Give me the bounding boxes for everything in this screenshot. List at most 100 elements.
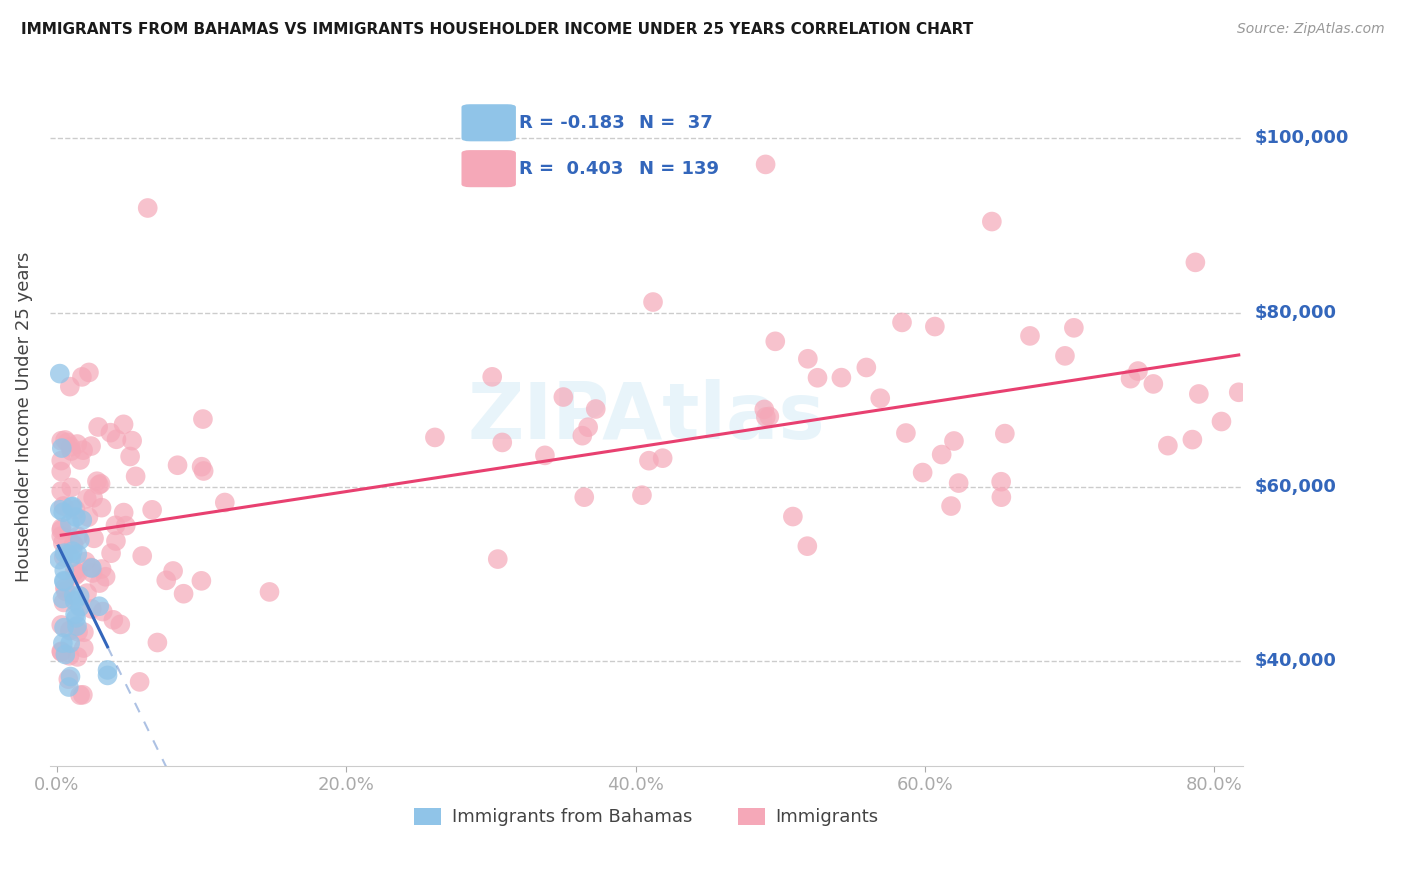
Point — [56, 435, 79, 450]
Point — [51, 453, 73, 467]
Point — [103, 613, 125, 627]
Point — [96, 668, 118, 682]
Point — [53, 581, 76, 595]
Text: $40,000: $40,000 — [1254, 652, 1336, 670]
Point — [58, 672, 80, 686]
Point — [60, 500, 83, 514]
Point — [52, 636, 75, 650]
Point — [755, 409, 778, 424]
Point — [869, 391, 891, 405]
Point — [72, 443, 94, 458]
Point — [62, 500, 84, 514]
Point — [758, 409, 780, 424]
Point — [52, 536, 75, 550]
Point — [924, 319, 946, 334]
Point — [1119, 372, 1142, 386]
Point — [1211, 415, 1233, 429]
Point — [63, 569, 86, 583]
Point — [80, 560, 103, 574]
Point — [52, 591, 75, 606]
Point — [894, 425, 917, 440]
Point — [94, 570, 117, 584]
Point — [1184, 255, 1206, 269]
Point — [51, 618, 73, 632]
Point — [62, 589, 84, 603]
Point — [90, 500, 112, 515]
Point — [60, 480, 83, 494]
Point — [49, 367, 72, 381]
Point — [104, 534, 127, 549]
Point — [83, 532, 105, 546]
Point — [939, 499, 962, 513]
Point — [59, 516, 82, 531]
Point — [65, 611, 87, 625]
Point — [59, 624, 82, 638]
Point — [553, 390, 575, 404]
Point — [782, 509, 804, 524]
Point — [51, 465, 73, 479]
Point — [53, 546, 76, 560]
Point — [52, 499, 75, 513]
Point — [69, 589, 91, 603]
Point — [100, 546, 122, 560]
Point — [72, 513, 94, 527]
Point — [796, 539, 818, 553]
Point — [73, 625, 96, 640]
Point — [51, 644, 73, 658]
Point — [65, 502, 87, 516]
Point — [69, 599, 91, 614]
Point — [124, 469, 146, 483]
Point — [77, 366, 100, 380]
Point — [52, 574, 75, 588]
Point — [63, 564, 86, 578]
Point — [91, 605, 114, 619]
Point — [1142, 376, 1164, 391]
Point — [53, 648, 76, 662]
Point — [53, 574, 76, 589]
Point — [51, 483, 73, 498]
Point — [96, 663, 118, 677]
Point — [60, 550, 83, 565]
Point — [58, 648, 80, 663]
Point — [89, 576, 111, 591]
Point — [59, 440, 82, 454]
Point — [755, 157, 778, 171]
Point — [62, 537, 84, 551]
Point — [855, 360, 877, 375]
Point — [75, 555, 97, 569]
Point — [191, 412, 214, 426]
Point — [90, 562, 112, 576]
Point — [63, 594, 86, 608]
Point — [51, 645, 73, 659]
Point — [162, 564, 184, 578]
Point — [166, 458, 188, 473]
Point — [66, 547, 89, 561]
Point — [55, 584, 77, 599]
Point — [63, 607, 86, 622]
Point — [585, 402, 607, 417]
Point — [190, 459, 212, 474]
Point — [80, 439, 103, 453]
Point — [62, 544, 84, 558]
Point — [763, 334, 786, 349]
Point — [87, 478, 110, 492]
Point — [576, 420, 599, 434]
Point — [104, 518, 127, 533]
Point — [193, 464, 215, 478]
Point — [70, 370, 93, 384]
Point — [52, 505, 75, 519]
Point — [89, 599, 111, 614]
Point — [980, 214, 1002, 228]
Point — [53, 433, 76, 447]
Point — [638, 453, 661, 467]
Point — [1126, 364, 1149, 378]
Point — [59, 636, 82, 650]
Point — [911, 466, 934, 480]
Text: $80,000: $80,000 — [1254, 303, 1337, 322]
Point — [1019, 329, 1042, 343]
Point — [105, 432, 128, 446]
Point — [67, 624, 90, 639]
Point — [76, 586, 98, 600]
Text: Source: ZipAtlas.com: Source: ZipAtlas.com — [1237, 22, 1385, 37]
Point — [80, 602, 103, 616]
